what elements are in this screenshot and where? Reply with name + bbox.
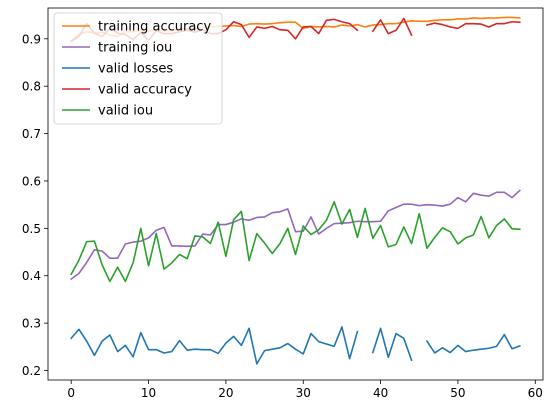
y-tick-label: 0.5	[22, 222, 41, 236]
y-axis: 0.2 0.3 0.4 0.5 0.6 0.7 0.8 0.9	[22, 32, 48, 378]
x-tick-label: 50	[450, 386, 465, 400]
x-tick-label: 40	[373, 386, 388, 400]
x-tick-label: 20	[218, 386, 233, 400]
series-line-training-iou	[70, 189, 521, 281]
x-axis: 0 10 20 30 40 50 60	[67, 380, 543, 400]
legend-box	[53, 12, 223, 125]
legend-label-valid-losses: valid losses	[98, 62, 173, 77]
series-line-valid-losses	[70, 326, 521, 365]
series-line-valid-iou	[70, 201, 521, 283]
legend-label-valid-iou: valid iou	[98, 104, 153, 119]
x-tick-label: 60	[528, 386, 543, 400]
legend-label-valid-accuracy: valid accuracy	[98, 83, 192, 98]
y-tick-label: 0.3	[22, 317, 41, 331]
x-tick-label: 0	[67, 386, 75, 400]
legend-label-training-iou: training iou	[98, 41, 172, 56]
y-tick-label: 0.4	[22, 269, 41, 283]
plot-frame	[47, 7, 544, 381]
x-tick-label: 10	[141, 386, 156, 400]
x-tick-label: 30	[296, 386, 311, 400]
legend: training accuracy training iou valid losse…	[53, 12, 223, 125]
y-tick-label: 0.2	[22, 364, 41, 378]
y-tick-label: 0.7	[22, 127, 41, 141]
legend-label-training-accuracy: training accuracy	[98, 20, 211, 35]
y-tick-label: 0.8	[22, 80, 41, 94]
y-tick-label: 0.6	[22, 174, 41, 188]
y-tick-label: 0.9	[22, 32, 41, 46]
